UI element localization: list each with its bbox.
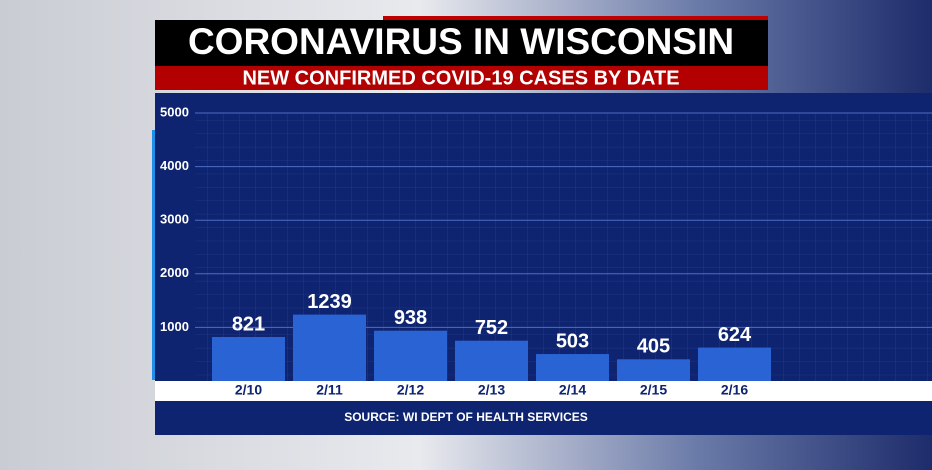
value-label: 624 bbox=[718, 324, 752, 346]
value-label: 405 bbox=[637, 336, 670, 358]
value-label: 938 bbox=[394, 307, 427, 329]
accent-line bbox=[152, 130, 155, 380]
subtitle-box bbox=[155, 66, 768, 90]
bar bbox=[455, 340, 528, 381]
bar bbox=[374, 330, 447, 381]
y-tick-label: 2000 bbox=[160, 265, 189, 280]
x-tick-label: 2/13 bbox=[478, 382, 505, 398]
x-tick-label: 2/16 bbox=[721, 382, 748, 398]
y-tick-label: 3000 bbox=[160, 212, 189, 227]
title-accent bbox=[383, 16, 768, 21]
source-note: SOURCE: WI DEPT OF HEALTH SERVICES bbox=[344, 410, 588, 424]
bar bbox=[698, 347, 771, 381]
bar bbox=[536, 354, 609, 381]
y-tick-label: 1000 bbox=[160, 319, 189, 334]
value-label: 1239 bbox=[307, 291, 352, 313]
x-tick-label: 2/10 bbox=[235, 382, 262, 398]
y-tick-label: 5000 bbox=[160, 104, 189, 119]
x-axis-strip bbox=[155, 381, 932, 401]
x-tick-label: 2/15 bbox=[640, 382, 667, 398]
y-tick-label: 4000 bbox=[160, 158, 189, 173]
bar bbox=[293, 314, 366, 381]
value-label: 821 bbox=[232, 313, 265, 335]
x-tick-label: 2/11 bbox=[316, 382, 343, 398]
x-tick-label: 2/12 bbox=[397, 382, 424, 398]
bar bbox=[617, 359, 690, 381]
chart-title: CORONAVIRUS IN WISCONSIN bbox=[188, 21, 734, 62]
value-label: 752 bbox=[475, 317, 508, 339]
chart-subtitle: NEW CONFIRMED COVID-19 CASES BY DATE bbox=[242, 67, 679, 89]
x-tick-label: 2/14 bbox=[559, 382, 586, 398]
title-box bbox=[155, 20, 768, 66]
bar bbox=[212, 336, 285, 381]
value-label: 503 bbox=[556, 330, 589, 352]
